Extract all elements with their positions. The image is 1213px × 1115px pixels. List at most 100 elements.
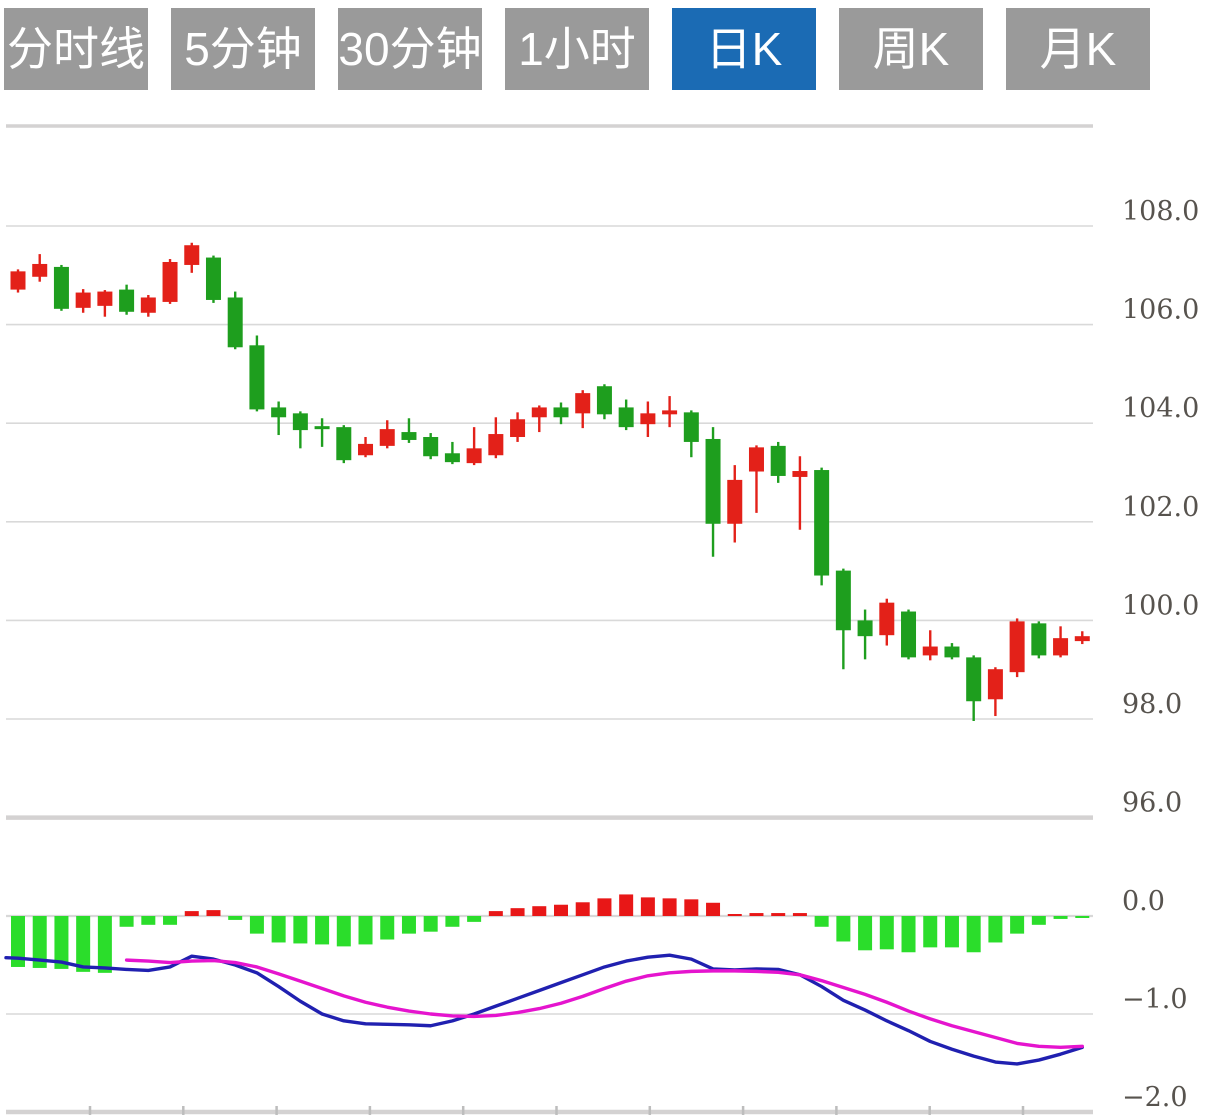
- tab-1hour[interactable]: 1小时: [505, 8, 649, 90]
- candle: [292, 411, 308, 449]
- candle: [727, 465, 743, 543]
- candle-body: [140, 297, 156, 313]
- tab-30min[interactable]: 30分钟: [338, 8, 482, 90]
- candle-body: [901, 611, 917, 658]
- tab-minute-line[interactable]: 分时线: [4, 8, 148, 90]
- candle: [553, 402, 569, 425]
- macd-bar: [184, 911, 199, 916]
- candle: [488, 417, 504, 459]
- candle-body: [748, 447, 764, 472]
- macd-bar: [510, 908, 525, 916]
- candle-body: [271, 407, 287, 418]
- candle-body: [32, 263, 48, 277]
- candle-body: [1031, 623, 1047, 656]
- macd-bar: [401, 916, 416, 934]
- candle: [32, 254, 48, 282]
- macd-bar: [141, 916, 156, 925]
- macd-bar: [293, 916, 308, 944]
- macd-bar: [445, 916, 460, 927]
- macd-bar: [966, 916, 981, 953]
- y-axis-label: 100.0: [1122, 590, 1199, 621]
- candle: [336, 425, 352, 464]
- candle-body: [119, 289, 135, 312]
- candle: [705, 427, 721, 557]
- candle: [184, 242, 200, 273]
- tab-daily-k[interactable]: 日K: [672, 8, 816, 90]
- candle: [901, 609, 917, 660]
- candle-body: [596, 386, 612, 415]
- macd-bar: [944, 916, 959, 948]
- candle: [814, 467, 830, 586]
- candle-body: [662, 410, 678, 415]
- candle-body: [510, 419, 526, 438]
- candle-body: [857, 620, 873, 637]
- macd-bar: [988, 916, 1003, 943]
- candle: [75, 289, 91, 313]
- tab-weekly-k[interactable]: 周K: [839, 8, 983, 90]
- candle-body: [358, 443, 374, 456]
- candle-body: [162, 261, 178, 302]
- candle: [1031, 621, 1047, 659]
- candle: [466, 427, 482, 466]
- y-axis-label: 108.0: [1122, 196, 1199, 227]
- candle: [683, 410, 699, 458]
- macd-bar: [640, 897, 655, 916]
- interval-toolbar: 分时线 5分钟 30分钟 1小时 日K 周K 月K: [4, 8, 1150, 90]
- macd-bar: [271, 916, 286, 943]
- candle-body: [966, 657, 982, 702]
- macd-bar: [423, 916, 438, 932]
- macd-bar: [792, 913, 807, 916]
- candle: [857, 609, 873, 660]
- macd-histogram: [11, 894, 1090, 973]
- tab-monthly-k[interactable]: 月K: [1006, 8, 1150, 90]
- y-axis-label: 0.0: [1122, 886, 1165, 917]
- candle: [423, 433, 439, 460]
- candle: [162, 259, 178, 304]
- candle-body: [879, 602, 895, 636]
- candle: [770, 441, 786, 483]
- candle-body: [835, 570, 851, 631]
- candle: [662, 396, 678, 428]
- macd-bar: [684, 899, 699, 916]
- candle-body: [792, 471, 808, 477]
- candle: [119, 284, 135, 315]
- macd-bar: [488, 911, 503, 916]
- candle-body: [10, 271, 26, 290]
- candle-body: [618, 407, 634, 428]
- y-axis-label: 106.0: [1122, 295, 1199, 326]
- candle: [271, 401, 287, 436]
- y-axis-label: 96.0: [1122, 788, 1182, 819]
- candle-body: [531, 407, 547, 418]
- macd-bar: [1031, 916, 1046, 925]
- macd-bar: [836, 916, 851, 942]
- candle: [314, 418, 330, 447]
- candle-body: [227, 297, 243, 348]
- macd-bar: [727, 914, 742, 916]
- candle: [922, 630, 938, 661]
- macd-bar: [706, 902, 721, 916]
- candle-body: [1009, 621, 1025, 673]
- candle-body: [727, 479, 743, 524]
- candle: [379, 420, 395, 449]
- macd-bar: [54, 916, 69, 969]
- candle: [987, 667, 1003, 717]
- candle-body: [705, 438, 721, 524]
- x-axis-ticks: [88, 1106, 1025, 1115]
- candle-body: [314, 426, 330, 430]
- macd-bar: [575, 902, 590, 916]
- tab-5min[interactable]: 5分钟: [171, 8, 315, 90]
- candle-body: [1053, 638, 1069, 656]
- macd-bar: [119, 916, 134, 927]
- macd-bar: [228, 916, 243, 920]
- macd-bar: [11, 916, 25, 967]
- dea-line: [124, 958, 1084, 1050]
- candle-body: [922, 646, 938, 656]
- candle-body: [683, 412, 699, 442]
- candle-body: [814, 470, 830, 576]
- macd-bar: [1053, 916, 1068, 919]
- candle: [97, 290, 113, 317]
- macd-bar: [597, 898, 612, 916]
- macd-bar: [32, 916, 47, 968]
- candle-body: [75, 292, 91, 308]
